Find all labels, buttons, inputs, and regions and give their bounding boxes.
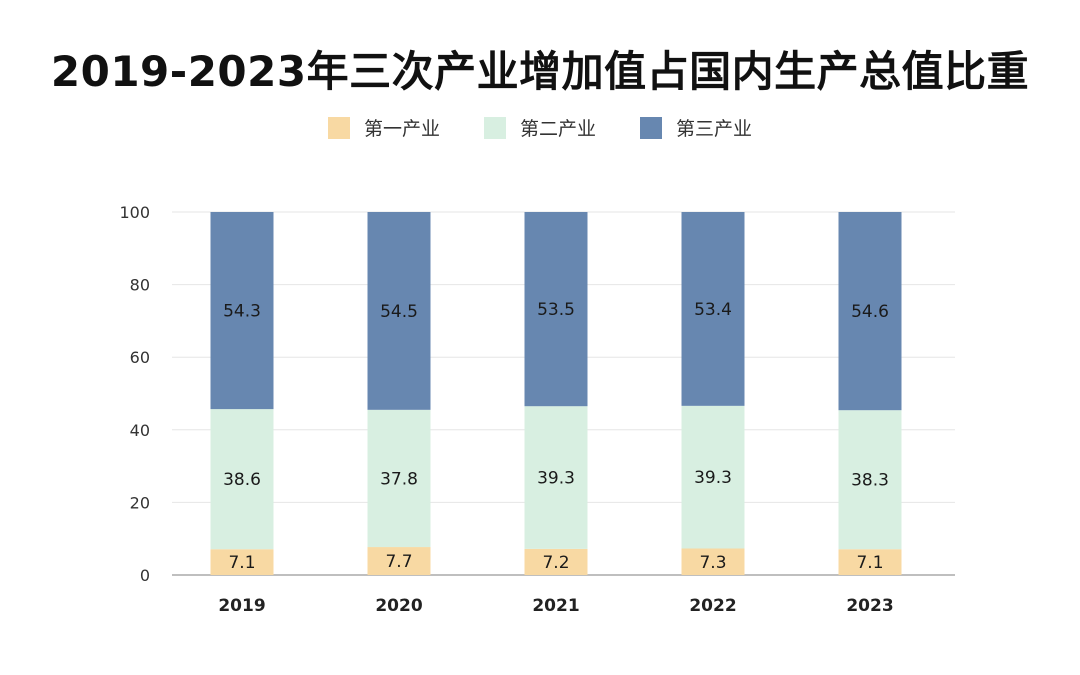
data-label: 7.7 bbox=[385, 552, 412, 572]
bar-segment-secondary-2019 bbox=[210, 409, 274, 550]
data-label: 7.1 bbox=[856, 553, 883, 573]
data-label: 54.3 bbox=[223, 302, 261, 322]
bar-segment-secondary-2020 bbox=[367, 409, 431, 548]
legend-item-secondary: 第二产业 bbox=[483, 114, 596, 141]
data-label: 39.3 bbox=[537, 469, 575, 489]
legend-swatch-tertiary bbox=[640, 116, 662, 139]
chart-title: 2019-2023年三次产业增加值占国内生产总值比重 bbox=[50, 47, 1030, 96]
data-label: 38.3 bbox=[851, 471, 889, 491]
bar-segment-tertiary-2023 bbox=[838, 212, 902, 411]
y-tick-label: 20 bbox=[130, 493, 150, 512]
y-tick-label: 0 bbox=[140, 566, 150, 585]
y-tick-label: 80 bbox=[130, 276, 150, 295]
x-tick-label: 2020 bbox=[375, 596, 422, 616]
y-tick-label: 60 bbox=[130, 348, 150, 367]
legend-label-secondary: 第二产业 bbox=[519, 118, 596, 140]
data-label: 38.6 bbox=[223, 470, 261, 490]
bar-segment-tertiary-2020 bbox=[367, 212, 431, 410]
data-label: 7.2 bbox=[542, 553, 569, 573]
x-tick-label: 2022 bbox=[689, 596, 736, 616]
bar-segment-secondary-2023 bbox=[838, 410, 902, 550]
legend-swatch-primary bbox=[327, 116, 350, 139]
legend-item-primary: 第一产业 bbox=[327, 114, 440, 141]
legend: 第一产业 第二产业 第三产业 bbox=[0, 114, 1080, 141]
data-label: 54.5 bbox=[380, 302, 418, 322]
y-tick-label: 40 bbox=[130, 421, 150, 440]
bar-segment-primary-2022 bbox=[681, 548, 745, 575]
bar-segment-secondary-2021 bbox=[524, 406, 588, 549]
bar-segment-primary-2020 bbox=[367, 547, 431, 575]
bar-segment-primary-2019 bbox=[210, 549, 274, 575]
bar-segment-tertiary-2022 bbox=[681, 212, 745, 406]
y-tick-label: 100 bbox=[119, 203, 150, 222]
data-label: 54.6 bbox=[851, 302, 889, 322]
data-label: 7.1 bbox=[228, 553, 255, 573]
data-label: 39.3 bbox=[694, 468, 732, 488]
data-label: 53.4 bbox=[694, 300, 732, 320]
data-label: 7.3 bbox=[699, 553, 726, 573]
legend-label-primary: 第一产业 bbox=[363, 118, 440, 140]
data-label: 53.5 bbox=[537, 300, 575, 320]
x-tick-label: 2023 bbox=[846, 596, 893, 616]
bar-segment-tertiary-2019 bbox=[210, 212, 274, 410]
legend-swatch-secondary bbox=[483, 116, 506, 139]
x-tick-label: 2021 bbox=[532, 596, 579, 616]
legend-item-tertiary: 第三产业 bbox=[640, 114, 752, 141]
bar-segment-secondary-2022 bbox=[681, 405, 745, 549]
legend-label-tertiary: 第三产业 bbox=[676, 118, 753, 140]
x-tick-label: 2019 bbox=[218, 596, 265, 616]
bar-segment-primary-2023 bbox=[838, 549, 902, 575]
bar-segment-primary-2021 bbox=[524, 548, 588, 575]
bar-segment-tertiary-2021 bbox=[524, 212, 588, 407]
data-label: 37.8 bbox=[380, 469, 418, 489]
